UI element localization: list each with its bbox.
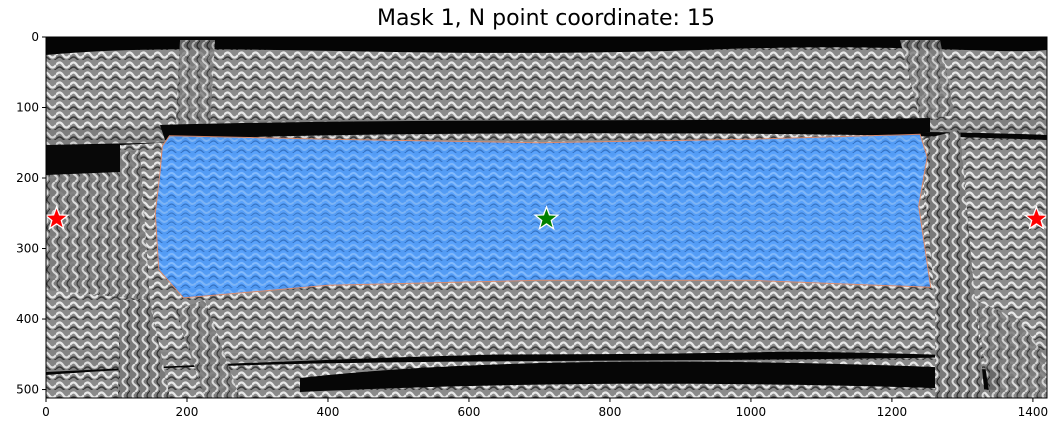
positive-point-star	[533, 205, 560, 231]
negative-point-star	[46, 205, 70, 231]
y-tick-label: 100	[16, 101, 39, 115]
x-axis: 0 200 400 600 800 1000 1200 1400	[42, 398, 1048, 419]
y-tick-label: 200	[16, 171, 39, 185]
y-tick-label: 500	[16, 383, 39, 397]
y-tick-label: 0	[31, 30, 39, 44]
y-tick-label: 300	[16, 242, 39, 256]
image-area	[46, 37, 1047, 398]
x-tick-label: 400	[317, 405, 340, 419]
plot-title: Mask 1, N point coordinate: 15	[377, 6, 715, 31]
y-axis: 0 100 200 300 400 500	[16, 30, 46, 397]
x-tick-label: 600	[458, 405, 481, 419]
x-tick-label: 800	[598, 405, 621, 419]
negative-point-star	[1023, 205, 1047, 231]
prompt-points	[46, 205, 1047, 231]
y-tick-label: 400	[16, 312, 39, 326]
axes-frame	[45, 36, 1048, 399]
x-tick-label: 1200	[877, 405, 908, 419]
x-tick-label: 1000	[736, 405, 767, 419]
x-tick-label: 1400	[1018, 405, 1049, 419]
x-tick-label: 0	[42, 405, 50, 419]
x-tick-label: 200	[176, 405, 199, 419]
